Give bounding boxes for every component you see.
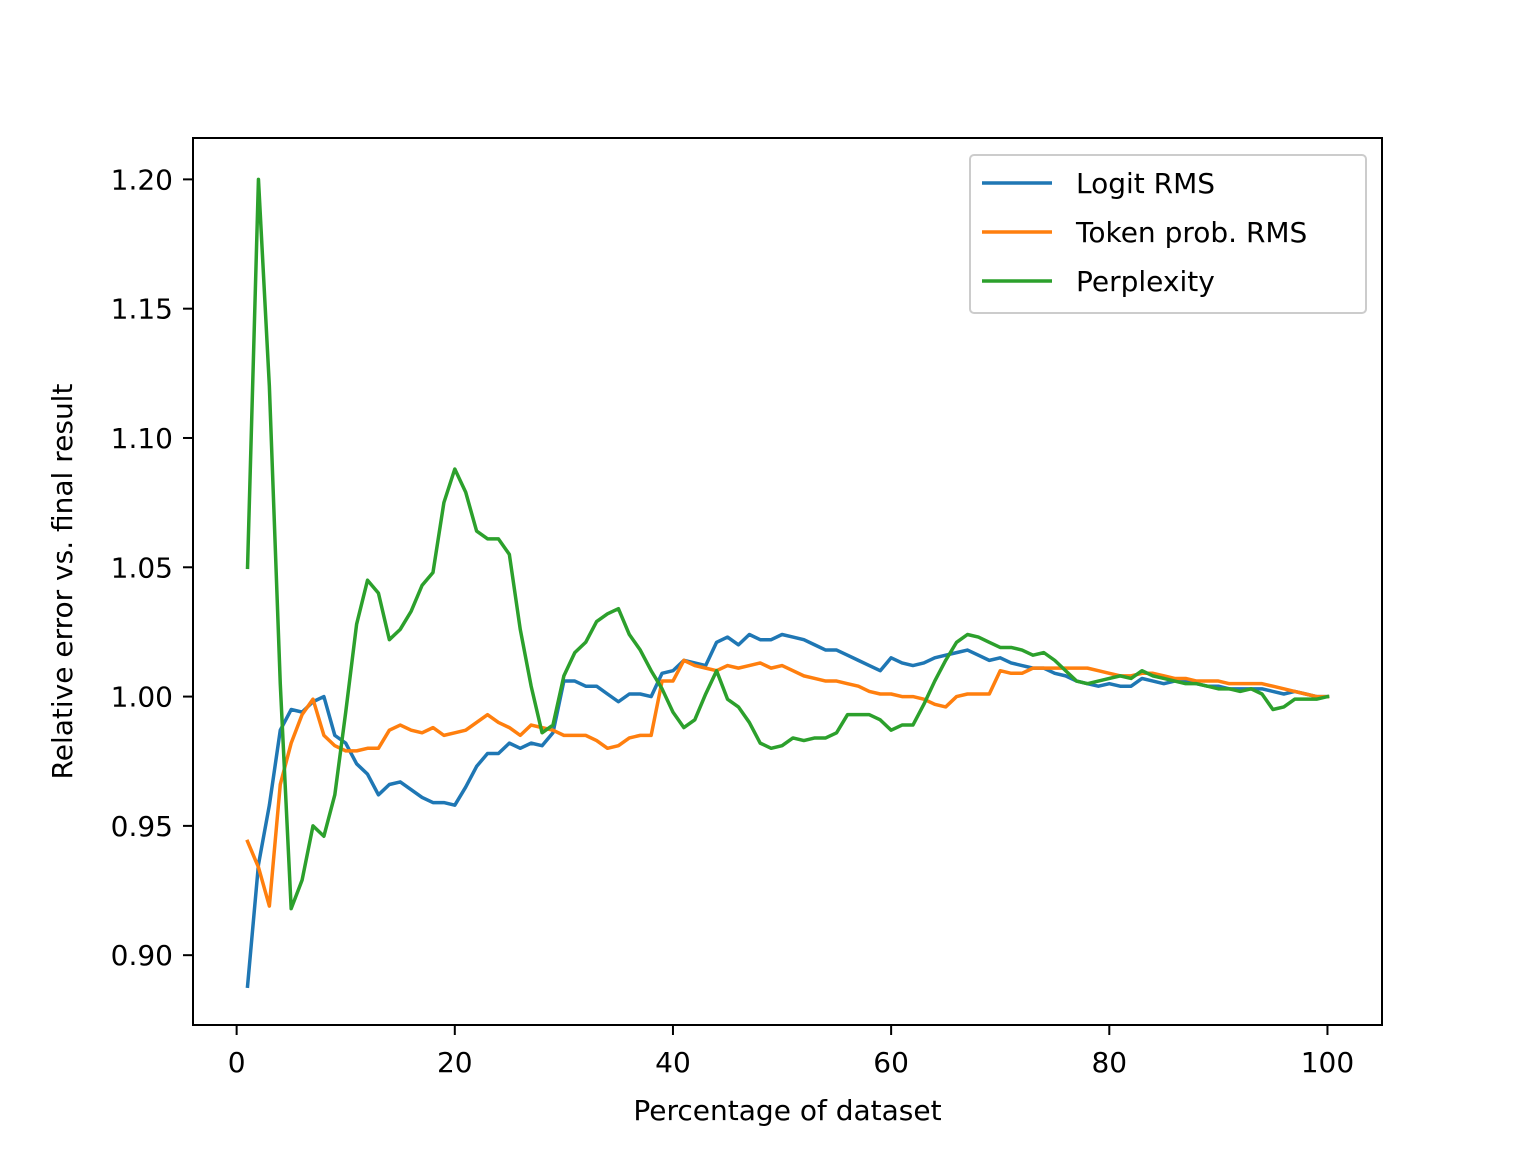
legend-label: Token prob. RMS [1075, 216, 1307, 249]
plot-area-frame [192, 137, 1383, 1026]
legend-label: Logit RMS [1076, 167, 1215, 200]
x-tick-label: 80 [1091, 1046, 1127, 1079]
x-tick-label: 40 [655, 1046, 691, 1079]
legend: Logit RMS Token prob. RMS Perplexity [969, 154, 1367, 314]
legend-box [969, 154, 1367, 314]
y-tick-label: 1.05 [111, 551, 173, 584]
series-layer [245, 177, 1330, 989]
y-tick-label: 1.15 [111, 293, 173, 326]
x-tick-label: 20 [437, 1046, 473, 1079]
x-tick-label: 100 [1301, 1046, 1354, 1079]
x-tick-label: 0 [228, 1046, 246, 1079]
y-tick-label: 1.10 [111, 422, 173, 455]
y-tick-label: 0.95 [111, 810, 173, 843]
y-axis-label: Relative error vs. final result [46, 384, 79, 780]
x-axis: 0 20 40 60 80 100 [228, 1025, 1354, 1079]
series-line-0 [245, 632, 1330, 989]
y-tick-label: 0.90 [111, 939, 173, 972]
x-axis-label: Percentage of dataset [633, 1094, 941, 1127]
series-line-2 [245, 177, 1330, 911]
y-tick-label: 1.00 [111, 681, 173, 714]
y-axis: 0.90 0.95 1.00 1.05 1.10 1.15 1.20 [111, 163, 193, 972]
y-tick-label: 1.20 [111, 163, 173, 196]
legend-label: Perplexity [1076, 265, 1215, 298]
x-tick-label: 60 [873, 1046, 909, 1079]
